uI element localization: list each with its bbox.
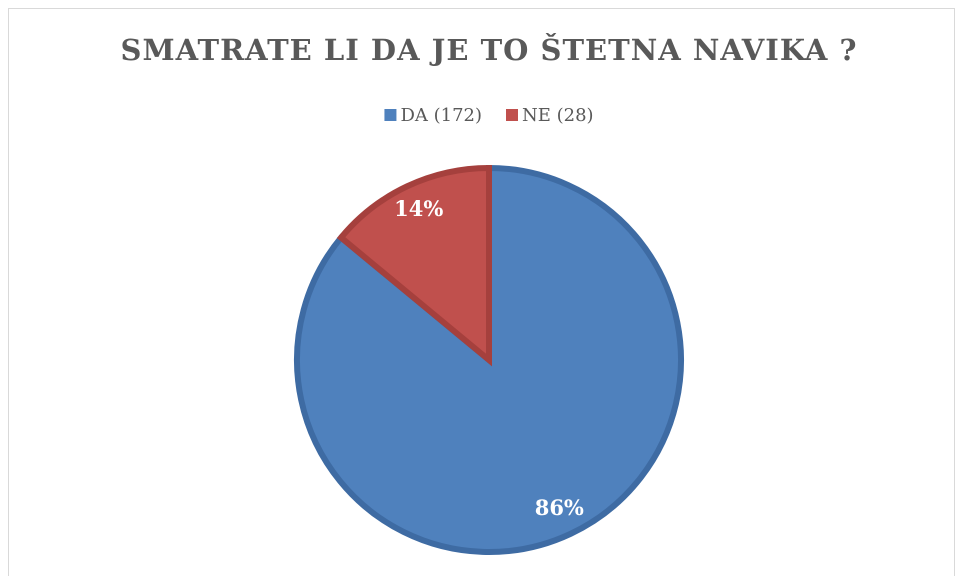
legend-swatch — [506, 109, 518, 121]
data-label: 14% — [394, 196, 443, 221]
legend-swatch — [384, 109, 397, 121]
legend-label: NE (28) — [522, 105, 594, 126]
chart-title: SMATRATE LI DA JE TO ŠTETNA NAVIKA ? — [121, 32, 858, 67]
pie-slice — [336, 164, 492, 367]
legend-label: DA (172) — [400, 105, 482, 126]
data-label: 86% — [535, 495, 584, 520]
